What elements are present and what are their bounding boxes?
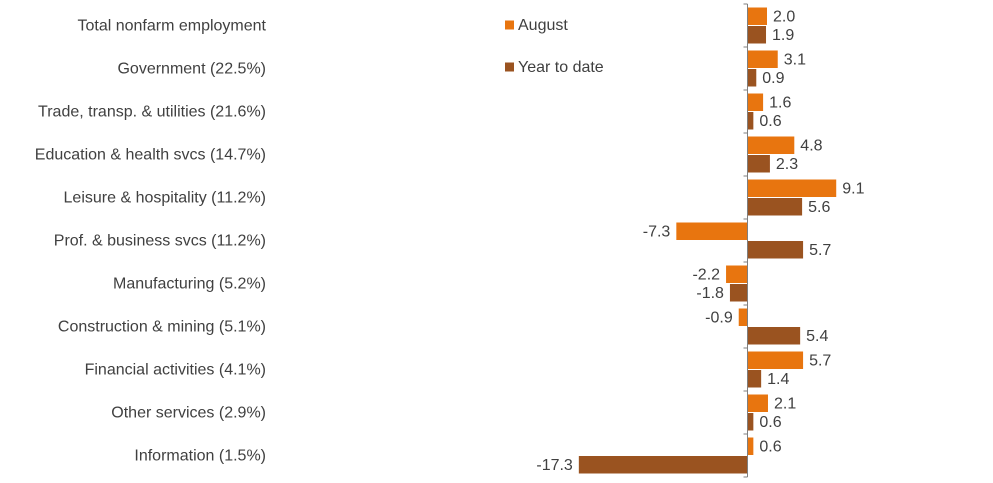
legend-label-year-to-date: Year to date xyxy=(518,59,604,76)
value-label-year-to-date-prof-business-svcs-11-2: 5.7 xyxy=(809,242,831,259)
category-label-manufacturing-5-2: Manufacturing (5.2%) xyxy=(113,276,266,293)
bar-august-government-22-5 xyxy=(747,50,778,68)
value-label-year-to-date-education-health-svcs-14-7: 2.3 xyxy=(776,156,798,173)
category-label-prof-business-svcs-11-2: Prof. & business svcs (11.2%) xyxy=(54,233,266,250)
value-label-year-to-date-government-22-5: 0.9 xyxy=(762,70,784,87)
bar-year-to-date-total-nonfarm-employment xyxy=(747,26,767,44)
bar-august-other-services-2-9 xyxy=(747,394,768,412)
legend-label-august: August xyxy=(518,17,568,34)
bar-august-manufacturing-5-2 xyxy=(726,265,748,283)
value-label-august-manufacturing-5-2: -2.2 xyxy=(692,266,720,283)
bar-august-total-nonfarm-employment xyxy=(747,7,767,25)
bar-year-to-date-construction-mining-5-1 xyxy=(747,327,801,345)
bar-year-to-date-information-1-5 xyxy=(578,456,748,474)
category-label-trade-transp-utilities-21-6: Trade, transp. & utilities (21.6%) xyxy=(38,104,266,121)
value-label-year-to-date-information-1-5: -17.3 xyxy=(536,457,573,474)
bar-august-education-health-svcs-14-7 xyxy=(747,136,795,154)
bar-year-to-date-trade-transp-utilities-21-6 xyxy=(747,112,754,130)
bar-august-prof-business-svcs-11-2 xyxy=(676,222,748,240)
legend: August Year to date xyxy=(505,17,604,76)
value-label-year-to-date-construction-mining-5-1: 5.4 xyxy=(806,328,828,345)
value-label-august-other-services-2-9: 2.1 xyxy=(774,395,796,412)
value-label-year-to-date-leisure-hospitality-11-2: 5.6 xyxy=(808,199,830,216)
bar-year-to-date-leisure-hospitality-11-2 xyxy=(747,198,803,216)
axis-layer xyxy=(743,3,748,478)
value-label-august-prof-business-svcs-11-2: -7.3 xyxy=(643,223,671,240)
bars-layer xyxy=(578,7,837,474)
value-label-year-to-date-total-nonfarm-employment: 1.9 xyxy=(772,27,794,44)
value-label-august-trade-transp-utilities-21-6: 1.6 xyxy=(769,94,791,111)
value-label-august-information-1-5: 0.6 xyxy=(759,438,781,455)
labels-layer: Total nonfarm employment 2.0 1.9 Government… xyxy=(35,8,865,474)
value-label-august-education-health-svcs-14-7: 4.8 xyxy=(800,137,822,154)
category-label-construction-mining-5-1: Construction & mining (5.1%) xyxy=(58,319,266,336)
category-label-total-nonfarm-employment: Total nonfarm employment xyxy=(77,18,266,35)
value-label-year-to-date-trade-transp-utilities-21-6: 0.6 xyxy=(759,113,781,130)
legend-swatch-august xyxy=(505,20,514,30)
bar-year-to-date-financial-activities-4-1 xyxy=(747,370,762,388)
bar-year-to-date-education-health-svcs-14-7 xyxy=(747,155,770,173)
value-label-year-to-date-financial-activities-4-1: 1.4 xyxy=(767,371,789,388)
bar-year-to-date-government-22-5 xyxy=(747,69,757,87)
bar-august-leisure-hospitality-11-2 xyxy=(747,179,837,197)
bar-year-to-date-other-services-2-9 xyxy=(747,413,754,431)
value-label-year-to-date-other-services-2-9: 0.6 xyxy=(759,414,781,431)
category-label-information-1-5: Information (1.5%) xyxy=(134,448,266,465)
category-label-government-22-5: Government (22.5%) xyxy=(117,61,266,78)
bar-august-construction-mining-5-1 xyxy=(738,308,748,326)
value-label-august-leisure-hospitality-11-2: 9.1 xyxy=(842,180,864,197)
bar-august-trade-transp-utilities-21-6 xyxy=(747,93,764,111)
category-label-financial-activities-4-1: Financial activities (4.1%) xyxy=(85,362,266,379)
category-label-other-services-2-9: Other services (2.9%) xyxy=(111,405,266,422)
legend-swatch-year-to-date xyxy=(505,62,514,72)
category-label-education-health-svcs-14-7: Education & health svcs (14.7%) xyxy=(35,147,266,164)
value-label-august-financial-activities-4-1: 5.7 xyxy=(809,352,831,369)
bar-august-information-1-5 xyxy=(747,437,754,455)
bar-august-financial-activities-4-1 xyxy=(747,351,804,369)
bar-year-to-date-prof-business-svcs-11-2 xyxy=(747,241,804,259)
category-label-leisure-hospitality-11-2: Leisure & hospitality (11.2%) xyxy=(64,190,266,207)
value-label-august-government-22-5: 3.1 xyxy=(784,51,806,68)
value-label-august-total-nonfarm-employment: 2.0 xyxy=(773,8,795,25)
value-label-year-to-date-manufacturing-5-2: -1.8 xyxy=(696,285,724,302)
value-label-august-construction-mining-5-1: -0.9 xyxy=(705,309,733,326)
bar-year-to-date-manufacturing-5-2 xyxy=(729,284,748,302)
